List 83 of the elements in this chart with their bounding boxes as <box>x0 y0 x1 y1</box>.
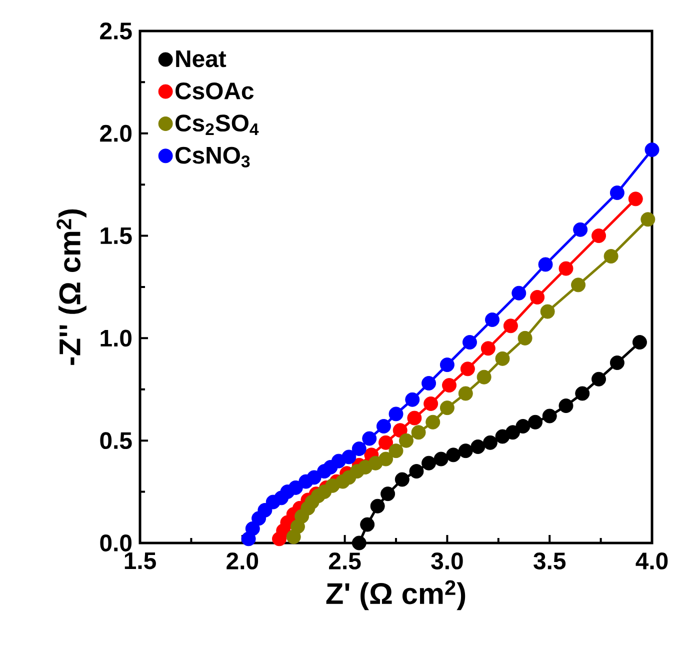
point <box>399 433 414 448</box>
point <box>442 378 457 393</box>
point <box>288 480 303 495</box>
point <box>558 398 574 414</box>
point <box>405 392 420 407</box>
legend-label: CsOAc <box>176 82 254 100</box>
legend-label: Neat <box>176 50 226 68</box>
point <box>632 335 647 350</box>
point <box>440 400 454 416</box>
point <box>352 536 366 550</box>
point <box>571 278 586 292</box>
point <box>422 456 436 470</box>
point <box>378 435 394 450</box>
point <box>360 517 375 532</box>
point <box>342 450 356 464</box>
point <box>573 222 588 237</box>
y-tick-label: 0.5 <box>100 432 132 450</box>
point <box>476 370 492 384</box>
point <box>409 464 424 479</box>
point <box>485 312 500 327</box>
y-tick-label: 2.0 <box>100 124 132 142</box>
point <box>380 486 396 502</box>
point <box>378 452 394 466</box>
point <box>610 186 624 200</box>
point <box>604 249 618 264</box>
point <box>306 470 322 485</box>
point <box>516 419 530 434</box>
x-tick-label: 1.5 <box>124 552 156 570</box>
x-tick-label: 4.0 <box>636 552 668 570</box>
point <box>592 372 606 386</box>
point <box>376 419 391 434</box>
point <box>592 228 606 244</box>
point <box>407 410 422 426</box>
point <box>528 414 543 430</box>
point <box>495 351 510 366</box>
point <box>640 212 656 227</box>
point <box>411 425 426 440</box>
point <box>394 472 410 487</box>
point <box>424 396 438 411</box>
point <box>460 362 475 376</box>
legend-label: Cs$_{2}$SO$_{4}$ <box>176 114 259 136</box>
y-tick-label: 0.0 <box>100 534 132 552</box>
point <box>388 406 404 422</box>
point <box>426 414 440 430</box>
point <box>480 341 496 356</box>
point <box>482 435 498 450</box>
point <box>538 257 553 272</box>
point <box>370 498 385 514</box>
point <box>470 439 486 454</box>
legend-label: CsNO$_{3}$ <box>176 146 250 168</box>
y-tick-label: 1.0 <box>100 330 132 347</box>
x-tick-label: 3.5 <box>534 552 566 570</box>
y-axis-title: -Z'' (Ω cm$^{2}$) <box>56 209 86 365</box>
point <box>644 142 660 158</box>
x-axis-title: Z' (Ω cm$^{2}$) <box>326 580 466 610</box>
x-tick-label: 2.5 <box>329 552 361 570</box>
point <box>558 261 574 276</box>
point <box>462 335 477 350</box>
point <box>575 386 590 401</box>
point <box>530 290 545 304</box>
point <box>352 442 366 456</box>
point <box>542 408 557 424</box>
point <box>392 423 408 438</box>
point <box>422 376 436 390</box>
point <box>505 425 520 440</box>
point <box>628 192 643 206</box>
point <box>245 521 260 536</box>
y-tick-label: 2.5 <box>100 22 132 40</box>
point <box>434 452 448 466</box>
point <box>458 386 473 401</box>
point <box>518 330 532 346</box>
point <box>512 286 526 300</box>
y-tick-label: 1.5 <box>100 227 132 244</box>
point <box>362 431 377 446</box>
point <box>540 304 555 319</box>
point <box>446 448 461 462</box>
point <box>503 318 518 334</box>
point <box>458 444 473 458</box>
x-tick-label: 2.0 <box>226 552 258 570</box>
point <box>610 356 624 370</box>
point <box>388 444 404 458</box>
x-tick-label: 3.0 <box>431 552 463 570</box>
point <box>440 358 454 372</box>
